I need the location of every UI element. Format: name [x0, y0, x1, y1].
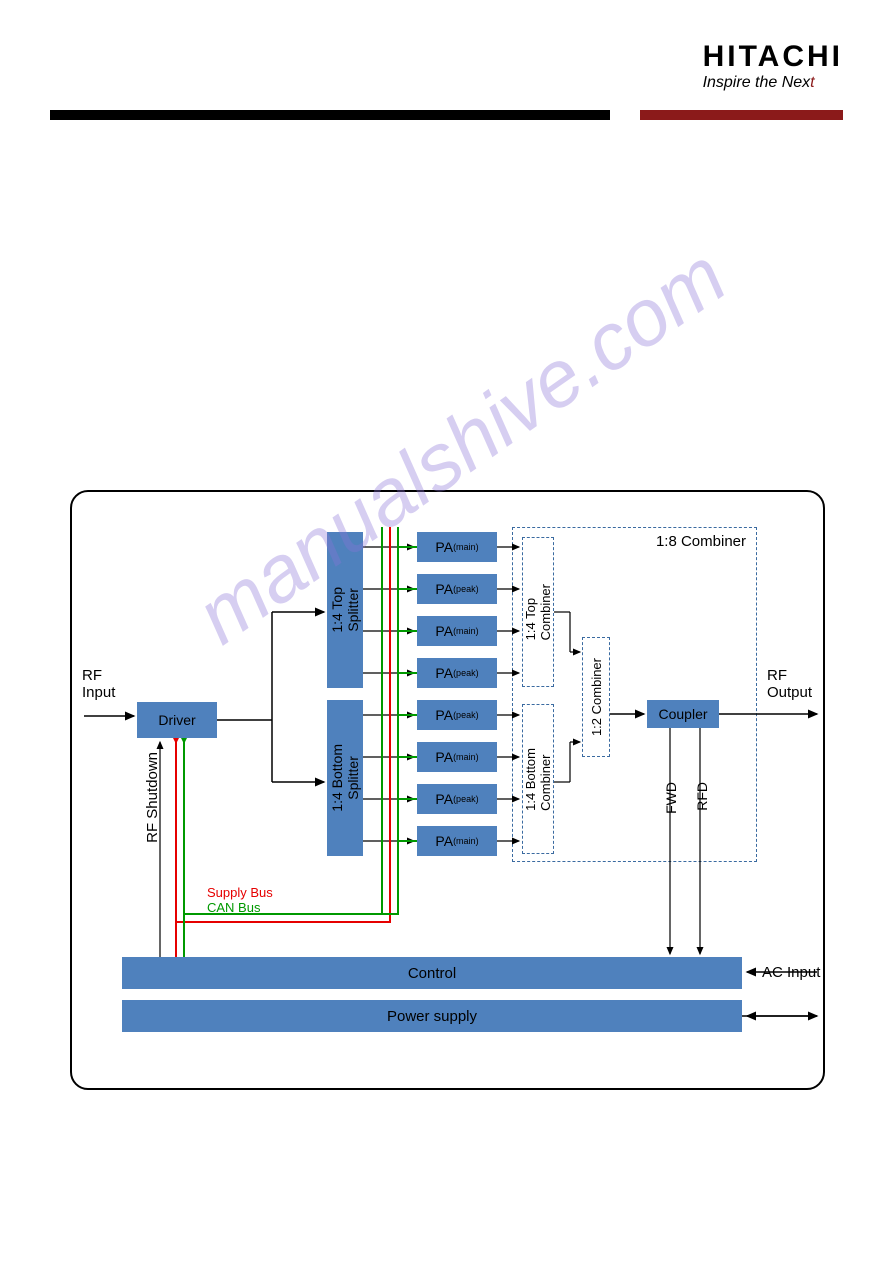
combiner-14-bottom-box: 1:4 Bottom Combiner [522, 704, 554, 854]
header-rule-red [640, 110, 843, 120]
brand-name: HITACHI [703, 40, 843, 74]
driver-block: Driver [137, 702, 217, 738]
rf-shutdown-label: RF Shutdown [144, 752, 161, 843]
fwd-label: FWD [663, 782, 679, 814]
control-block: Control [122, 957, 742, 989]
pa-block-6: PA (main) [417, 742, 497, 772]
block-diagram: RF Input RF Output AC Input RF Shutdown … [70, 490, 825, 1090]
splitter-top-block: 1:4 Top Splitter [327, 532, 363, 688]
pa-block-7: PA (peak) [417, 784, 497, 814]
pa-block-3: PA (main) [417, 616, 497, 646]
pa-block-2: PA (peak) [417, 574, 497, 604]
supply-bus-label: Supply Bus [207, 885, 273, 900]
combiner-12-box: 1:2 Combiner [582, 637, 610, 757]
rf-input-label: RF Input [82, 667, 115, 701]
brand-tagline: Inspire the Next [703, 74, 843, 92]
splitter-bottom-block: 1:4 Bottom Splitter [327, 700, 363, 856]
pa-block-1: PA (main) [417, 532, 497, 562]
combiner-18-label: 1:8 Combiner [656, 533, 746, 550]
pa-block-4: PA (peak) [417, 658, 497, 688]
pa-block-8: PA (main) [417, 826, 497, 856]
can-bus-label: CAN Bus [207, 900, 260, 915]
combiner-14-top-box: 1:4 Top Combiner [522, 537, 554, 687]
page-header: HITACHI Inspire the Next [703, 40, 843, 92]
header-rule-black [50, 110, 610, 120]
pa-block-5: PA (peak) [417, 700, 497, 730]
rfd-label: RFD [694, 782, 710, 811]
rf-output-label: RF Output [767, 667, 812, 701]
ac-input-label: AC Input [762, 964, 820, 981]
coupler-block: Coupler [647, 700, 719, 728]
power-supply-block: Power supply [122, 1000, 742, 1032]
